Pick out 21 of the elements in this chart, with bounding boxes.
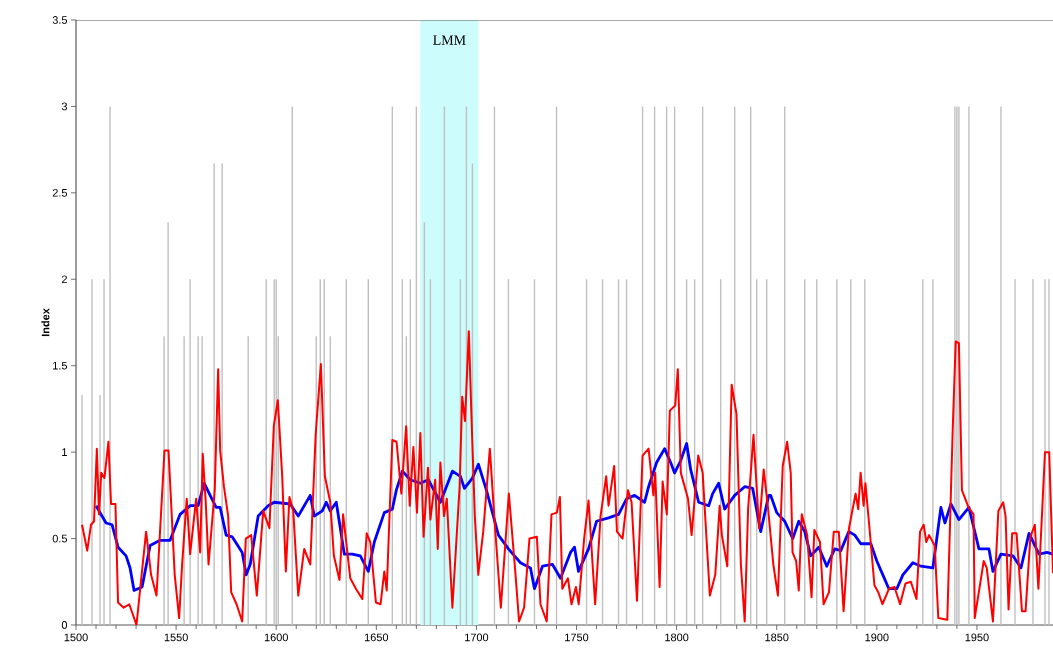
x-tick-label: 1550 <box>164 633 188 642</box>
line-series <box>81 330 1053 625</box>
y-tick-label: 2 <box>61 275 67 284</box>
x-tick-label: 1700 <box>465 633 489 642</box>
y-tick-label: 1.5 <box>53 361 68 370</box>
x-tick-label: 1800 <box>665 633 689 642</box>
y-tick-label: 3.5 <box>52 16 68 24</box>
y-tick-label: 1 <box>62 448 67 456</box>
y-tick-label: 3 <box>61 102 67 111</box>
x-tick-label: 1650 <box>364 633 389 642</box>
x-tick-label: 1500 <box>64 633 88 642</box>
y-axis-title: Index <box>41 308 50 337</box>
band-label: LMM <box>433 35 466 45</box>
x-tick-label: 1850 <box>765 633 789 642</box>
y-tick-label: 0 <box>61 621 68 629</box>
y-tick-label: 0.5 <box>52 534 68 543</box>
x-tick-label: 1750 <box>565 633 589 642</box>
x-tick-label: 1900 <box>865 633 889 642</box>
y-tick-label: 2.5 <box>52 188 68 197</box>
x-tick-label: 1950 <box>965 633 989 642</box>
x-tick-label: 1600 <box>264 633 288 642</box>
